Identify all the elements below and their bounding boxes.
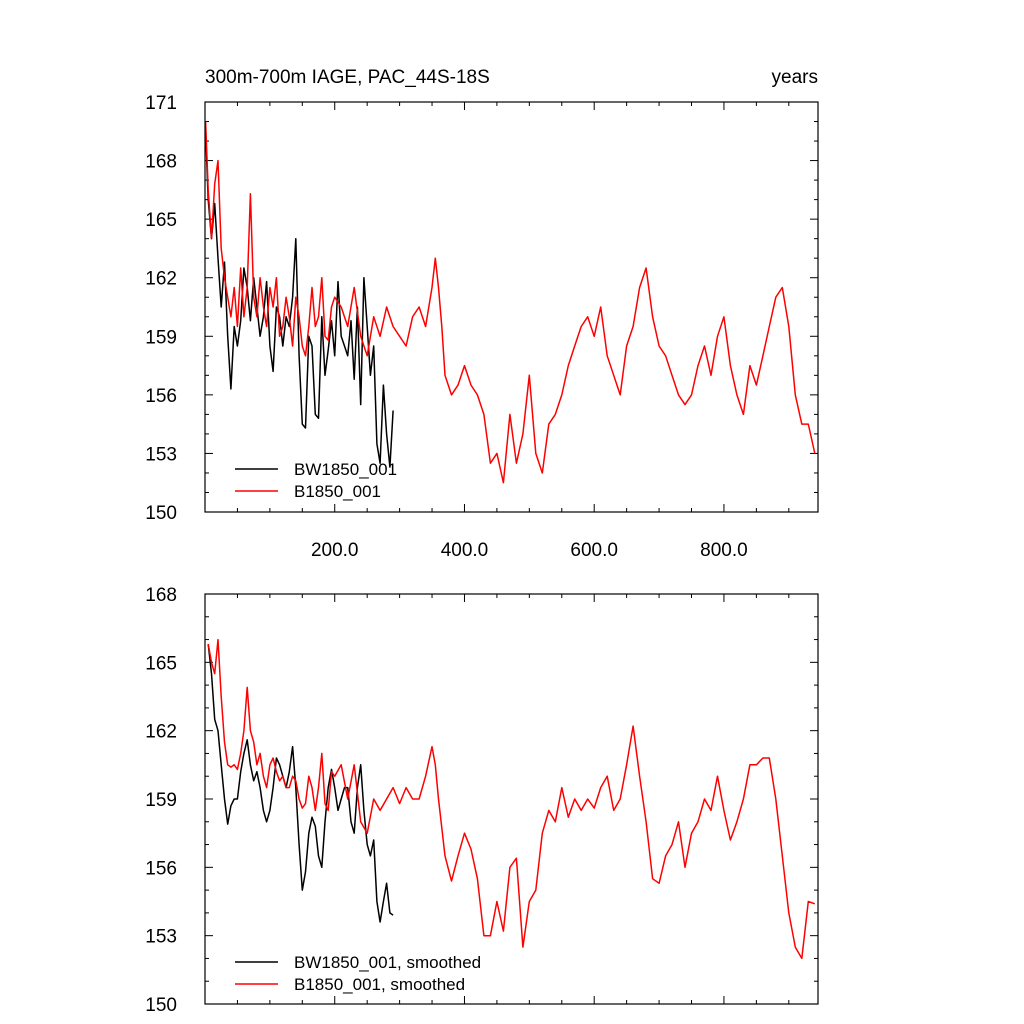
y-tick-label: 165 — [145, 653, 177, 674]
units-label: years — [772, 67, 818, 88]
legend-label-bw1850: BW1850_001 — [294, 460, 397, 479]
bottom-legend: BW1850_001, smoothed B1850_001, smoothed — [235, 953, 481, 994]
series-line-b1850-001 — [204, 121, 816, 484]
bottom-axis-ticks: 150 153 156 159 162 165 168 — [145, 585, 818, 1016]
y-tick-label: 165 — [145, 210, 177, 231]
x-tick-label: 800.0 — [700, 540, 748, 561]
y-tick-label: 150 — [145, 995, 177, 1016]
y-tick-label: 162 — [145, 269, 177, 290]
top-legend: BW1850_001 B1850_001 — [235, 460, 397, 501]
y-tick-label: 156 — [145, 386, 177, 407]
top-plot-area — [204, 121, 816, 484]
chart-title: 300m-700m IAGE, PAC_44S-18S — [205, 67, 490, 88]
y-tick-label: 168 — [145, 585, 177, 606]
legend-label-b1850-smoothed: B1850_001, smoothed — [294, 975, 465, 994]
legend-label-bw1850-smoothed: BW1850_001, smoothed — [294, 953, 481, 972]
bottom-plot-frame — [204, 593, 819, 1005]
series-line-bw1850-001 — [204, 131, 394, 468]
x-tick-label: 400.0 — [441, 540, 489, 561]
top-axis-ticks: 150 153 156 159 162 165 168 171 200.0 400.0 600.0 8… — [145, 93, 818, 561]
y-tick-label: 171 — [145, 93, 177, 114]
series-line-b1850-001-smoothed — [207, 638, 816, 960]
y-tick-label: 150 — [145, 503, 177, 524]
y-tick-label: 153 — [145, 444, 177, 465]
series-line-bw1850-001-smoothed — [207, 644, 394, 923]
y-tick-label: 159 — [145, 327, 177, 348]
y-tick-label: 168 — [145, 152, 177, 173]
x-tick-label: 600.0 — [570, 540, 618, 561]
y-tick-label: 159 — [145, 790, 177, 811]
bottom-plot-area — [207, 638, 816, 960]
y-tick-label: 153 — [145, 927, 177, 948]
x-tick-label: 200.0 — [311, 540, 359, 561]
bottom-panel: 150 153 156 159 162 165 168 BW1850_001, smooth… — [145, 585, 819, 1016]
top-panel: 300m-700m IAGE, PAC_44S-18S years 150 153… — [145, 67, 819, 561]
legend-label-b1850: B1850_001 — [294, 482, 381, 501]
top-plot-frame — [204, 101, 819, 513]
y-tick-label: 156 — [145, 858, 177, 879]
y-tick-label: 162 — [145, 722, 177, 743]
